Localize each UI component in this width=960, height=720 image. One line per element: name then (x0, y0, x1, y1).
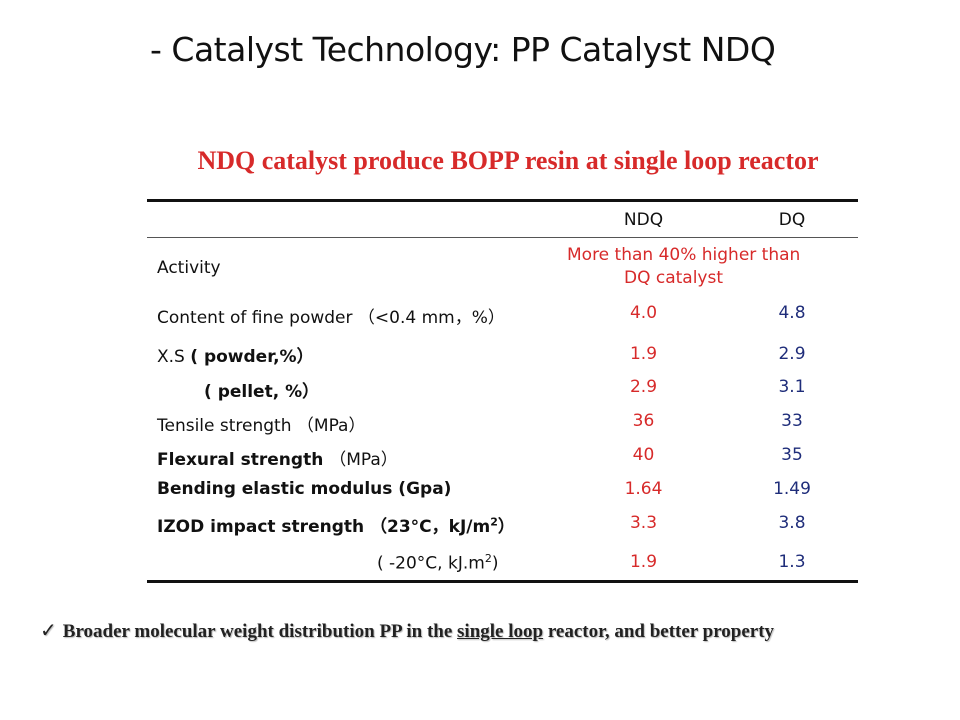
value-bending-dq: 1.49 (773, 479, 811, 499)
table-row-flexural: Flexural strength （MPa） 40 35 (147, 439, 858, 473)
value-izod-23-dq: 3.8 (778, 513, 806, 533)
slide-subtitle: NDQ catalyst produce BOPP resin at singl… (197, 146, 819, 175)
table-row-izod-minus20: ( -20°C, kJ.m2) 1.9 1.3 (147, 541, 858, 580)
value-bending-ndq: 1.64 (624, 479, 663, 499)
label-bending: Bending elastic modulus (Gpa) (157, 479, 452, 499)
header-ndq: NDQ (623, 210, 664, 230)
izod-minus20-close: ) (491, 553, 499, 574)
footer-text-before: Broader molecular weight distribution PP… (62, 621, 458, 642)
footer-text-underlined: single loop (457, 621, 544, 642)
value-fine-powder-ndq: 4.0 (629, 303, 658, 323)
value-fine-powder-dq: 4.8 (778, 303, 806, 323)
value-activity-ndq: More than 40% higher than DQ catalyst (567, 244, 800, 290)
izod-minus20-sup: 2 (484, 552, 492, 565)
label-fine-powder: Content of fine powder （<0.4 mm，%） (157, 308, 505, 328)
label-xs-powder: X.S ( powder,%） (157, 342, 314, 367)
value-tensile-dq: 33 (781, 411, 803, 431)
table-row-bending: Bending elastic modulus (Gpa) 1.64 1.49 (147, 473, 858, 507)
izod-23-close: ） (497, 517, 515, 537)
slide-title: - Catalyst Technology: PP Catalyst NDQ (150, 30, 776, 69)
table-row-tensile: Tensile strength （MPa） 36 33 (147, 405, 858, 439)
izod-minus20-main: ( -20°C, kJ.m (377, 553, 485, 574)
value-xs-powder-ndq: 1.9 (629, 344, 658, 364)
header-dq: DQ (778, 210, 806, 230)
label-xs-pellet: ( pellet, %） (204, 382, 320, 402)
xs-prefix: X.S (157, 347, 191, 367)
value-izod-minus20-ndq: 1.9 (629, 552, 658, 572)
label-tensile: Tensile strength （MPa） (157, 416, 366, 436)
izod-23-sup: 2 (490, 515, 498, 529)
flexural-unit: （MPa） (329, 450, 398, 470)
izod-main: IZOD impact strength (157, 517, 371, 537)
footer-note: ✓ Broader molecular weight distribution P… (40, 618, 774, 643)
activity-ndq-line2: DQ catalyst (623, 268, 724, 288)
table-row-activity: Activity More than 40% higher than DQ ca… (147, 238, 858, 296)
flexural-main: Flexural strength (157, 450, 330, 470)
value-xs-pellet-ndq: 2.9 (629, 377, 658, 397)
value-flexural-ndq: 40 (632, 445, 655, 465)
label-flexural: Flexural strength （MPa） (157, 445, 398, 470)
label-activity: Activity (157, 258, 221, 278)
value-xs-powder-dq: 2.9 (778, 344, 806, 364)
value-xs-pellet-dq: 3.1 (778, 377, 806, 397)
xs-powder-unit: ( powder,%） (190, 347, 314, 367)
properties-table: NDQ DQ Activity More than 40% higher tha… (147, 199, 858, 583)
value-flexural-dq: 35 (781, 445, 803, 465)
checkmark-icon: ✓ (40, 618, 57, 642)
table-row-izod-23: IZOD impact strength （23°C，kJ/m2） 3.3 3.… (147, 507, 858, 541)
value-izod-23-ndq: 3.3 (629, 513, 658, 533)
label-izod-minus20: ( -20°C, kJ.m2) (377, 552, 498, 574)
table-row-xs-powder: X.S ( powder,%） 1.9 2.9 (147, 334, 858, 371)
table-header-row: NDQ DQ (147, 202, 858, 238)
izod-23-unit: （23°C，kJ/m (370, 517, 491, 537)
table-row-xs-pellet: ( pellet, %） 2.9 3.1 (147, 371, 858, 405)
value-tensile-ndq: 36 (632, 411, 655, 431)
footer-text-after: reactor, and better property (543, 621, 775, 642)
activity-ndq-line1: More than 40% higher than (567, 245, 801, 265)
table-row-fine-powder: Content of fine powder （<0.4 mm，%） 4.0 4… (147, 296, 858, 334)
value-izod-minus20-dq: 1.3 (778, 552, 806, 572)
label-izod-23: IZOD impact strength （23°C，kJ/m2） (157, 512, 515, 537)
